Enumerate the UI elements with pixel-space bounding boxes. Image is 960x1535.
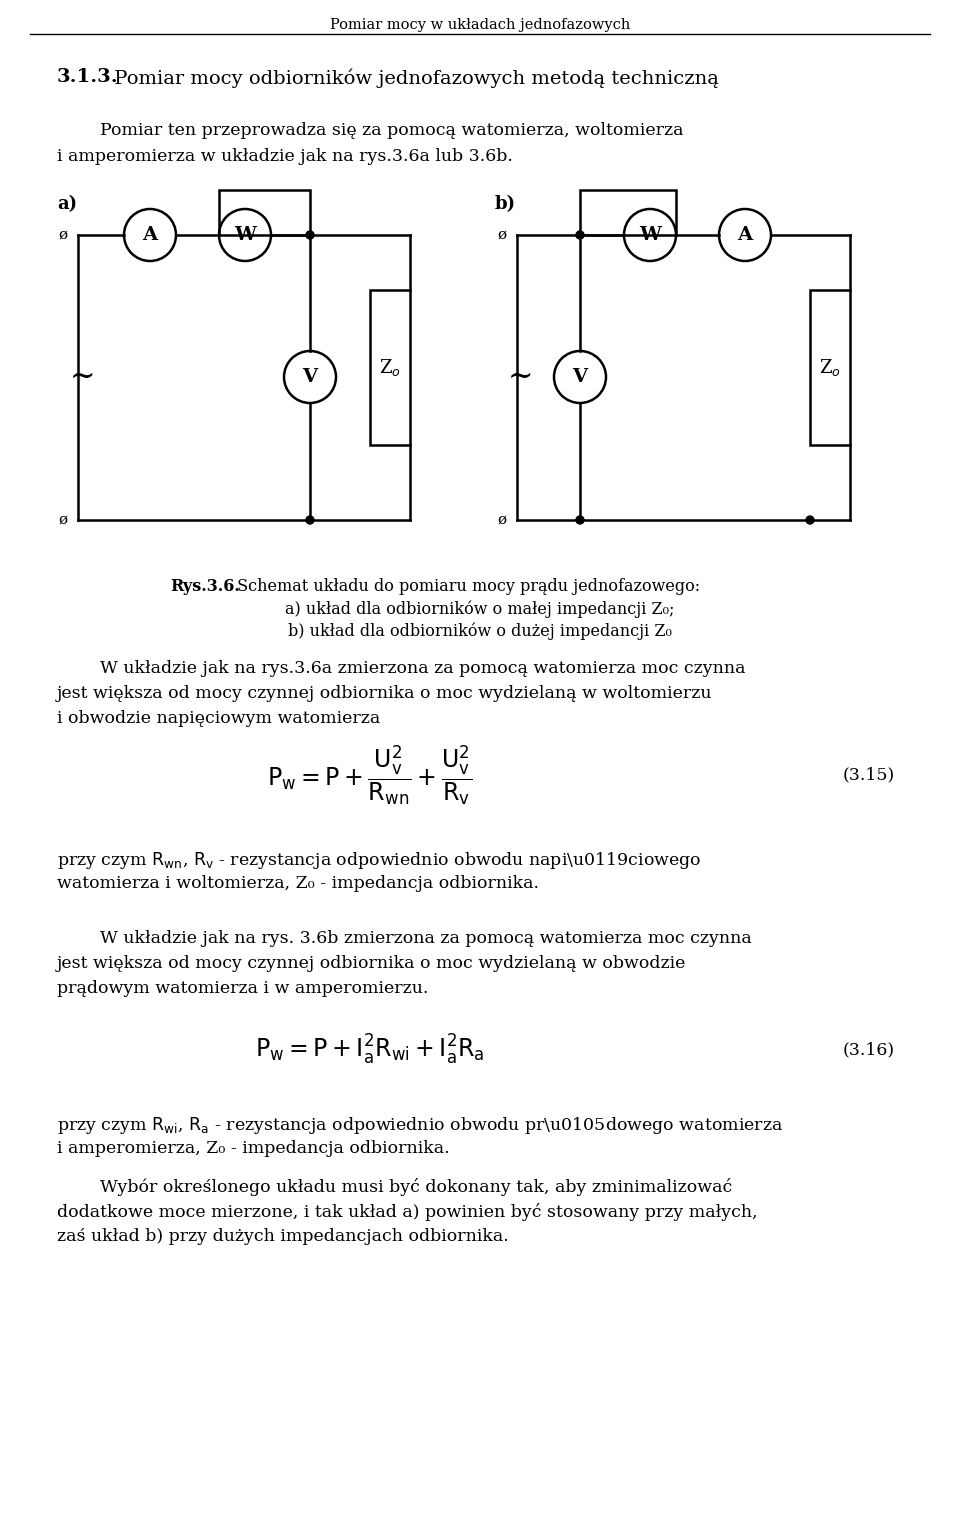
Text: 3.1.3.: 3.1.3. — [57, 68, 119, 86]
Text: przy czym $\mathrm{R_{wi}}$, $\mathrm{R_a}$ - rezystancja odpowiednio obwodu pr\: przy czym $\mathrm{R_{wi}}$, $\mathrm{R_… — [57, 1114, 783, 1136]
Text: A: A — [142, 226, 157, 244]
Text: zaś układ b) przy dużych impedancjach odbiornika.: zaś układ b) przy dużych impedancjach od… — [57, 1228, 509, 1245]
Text: Rys.3.6.: Rys.3.6. — [170, 579, 240, 596]
Text: $\mathrm{P_w = P + \dfrac{U_v^2}{R_{wn}} + \dfrac{U_v^2}{R_v}}$: $\mathrm{P_w = P + \dfrac{U_v^2}{R_{wn}}… — [268, 743, 472, 807]
Circle shape — [306, 230, 314, 239]
Text: i amperomierza, Z₀ - impedancja odbiornika.: i amperomierza, Z₀ - impedancja odbiorni… — [57, 1141, 449, 1157]
Text: ~: ~ — [508, 362, 534, 393]
Text: a) układ dla odbiorników o małej impedancji Z₀;: a) układ dla odbiorników o małej impedan… — [285, 600, 675, 617]
Text: jest większa od mocy czynnej odbiornika o moc wydzielaną w woltomierzu: jest większa od mocy czynnej odbiornika … — [57, 685, 712, 701]
Circle shape — [306, 516, 314, 523]
Text: ~: ~ — [70, 362, 95, 393]
Text: przy czym $\mathrm{R_{wn}}$, $\mathrm{R_v}$ - rezystancja odpowiednio obwodu nap: przy czym $\mathrm{R_{wn}}$, $\mathrm{R_… — [57, 850, 702, 870]
Text: W: W — [234, 226, 256, 244]
Text: watomierza i woltomierza, Z₀ - impedancja odbiornika.: watomierza i woltomierza, Z₀ - impedancj… — [57, 875, 539, 892]
Text: ø: ø — [497, 513, 506, 527]
Bar — [370, 290, 410, 445]
Text: prądowym watomierza i w amperomierzu.: prądowym watomierza i w amperomierzu. — [57, 979, 428, 998]
Text: Z$_o$: Z$_o$ — [819, 356, 841, 378]
Text: W: W — [639, 226, 660, 244]
Text: Schemat układu do pomiaru mocy prądu jednofazowego:: Schemat układu do pomiaru mocy prądu jed… — [232, 579, 700, 596]
Circle shape — [806, 516, 814, 523]
Text: i amperomierza w układzie jak na rys.3.6a lub 3.6b.: i amperomierza w układzie jak na rys.3.6… — [57, 147, 513, 164]
Text: ø: ø — [497, 229, 506, 243]
Text: b) układ dla odbiorników o dużej impedancji Z₀: b) układ dla odbiorników o dużej impedan… — [288, 622, 672, 640]
Bar — [219, 190, 310, 235]
Text: ø: ø — [58, 229, 67, 243]
Text: (3.16): (3.16) — [843, 1042, 895, 1059]
Text: Z$_o$: Z$_o$ — [379, 356, 401, 378]
Text: W układzie jak na rys. 3.6b zmierzona za pomocą watomierza moc czynna: W układzie jak na rys. 3.6b zmierzona za… — [100, 930, 752, 947]
Bar — [810, 290, 850, 445]
Text: Pomiar mocy w układach jednofazowych: Pomiar mocy w układach jednofazowych — [330, 18, 630, 32]
Text: V: V — [572, 368, 588, 385]
Text: jest większa od mocy czynnej odbiornika o moc wydzielaną w obwodzie: jest większa od mocy czynnej odbiornika … — [57, 955, 686, 972]
Text: A: A — [737, 226, 753, 244]
Circle shape — [576, 516, 584, 523]
Text: i obwodzie napięciowym watomierza: i obwodzie napięciowym watomierza — [57, 711, 380, 728]
Text: $\mathrm{P_w = P + I_a^2 R_{wi} + I_a^2 R_a}$: $\mathrm{P_w = P + I_a^2 R_{wi} + I_a^2 … — [255, 1033, 485, 1067]
Text: dodatkowe moce mierzone, i tak układ a) powinien być stosowany przy małych,: dodatkowe moce mierzone, i tak układ a) … — [57, 1203, 757, 1220]
Text: ø: ø — [58, 513, 67, 527]
Circle shape — [576, 230, 584, 239]
Bar — [580, 190, 676, 235]
Text: W układzie jak na rys.3.6a zmierzona za pomocą watomierza moc czynna: W układzie jak na rys.3.6a zmierzona za … — [100, 660, 746, 677]
Text: (3.15): (3.15) — [843, 766, 895, 783]
Text: Pomiar mocy odbiorników jednofazowych metodą techniczną: Pomiar mocy odbiorników jednofazowych me… — [108, 68, 719, 87]
Text: a): a) — [57, 195, 77, 213]
Text: Wybór określonego układu musi być dokonany tak, aby zminimalizować: Wybór określonego układu musi być dokona… — [100, 1177, 732, 1196]
Text: Pomiar ten przeprowadza się za pomocą watomierza, woltomierza: Pomiar ten przeprowadza się za pomocą wa… — [100, 121, 684, 140]
Text: V: V — [302, 368, 318, 385]
Text: b): b) — [495, 195, 516, 213]
